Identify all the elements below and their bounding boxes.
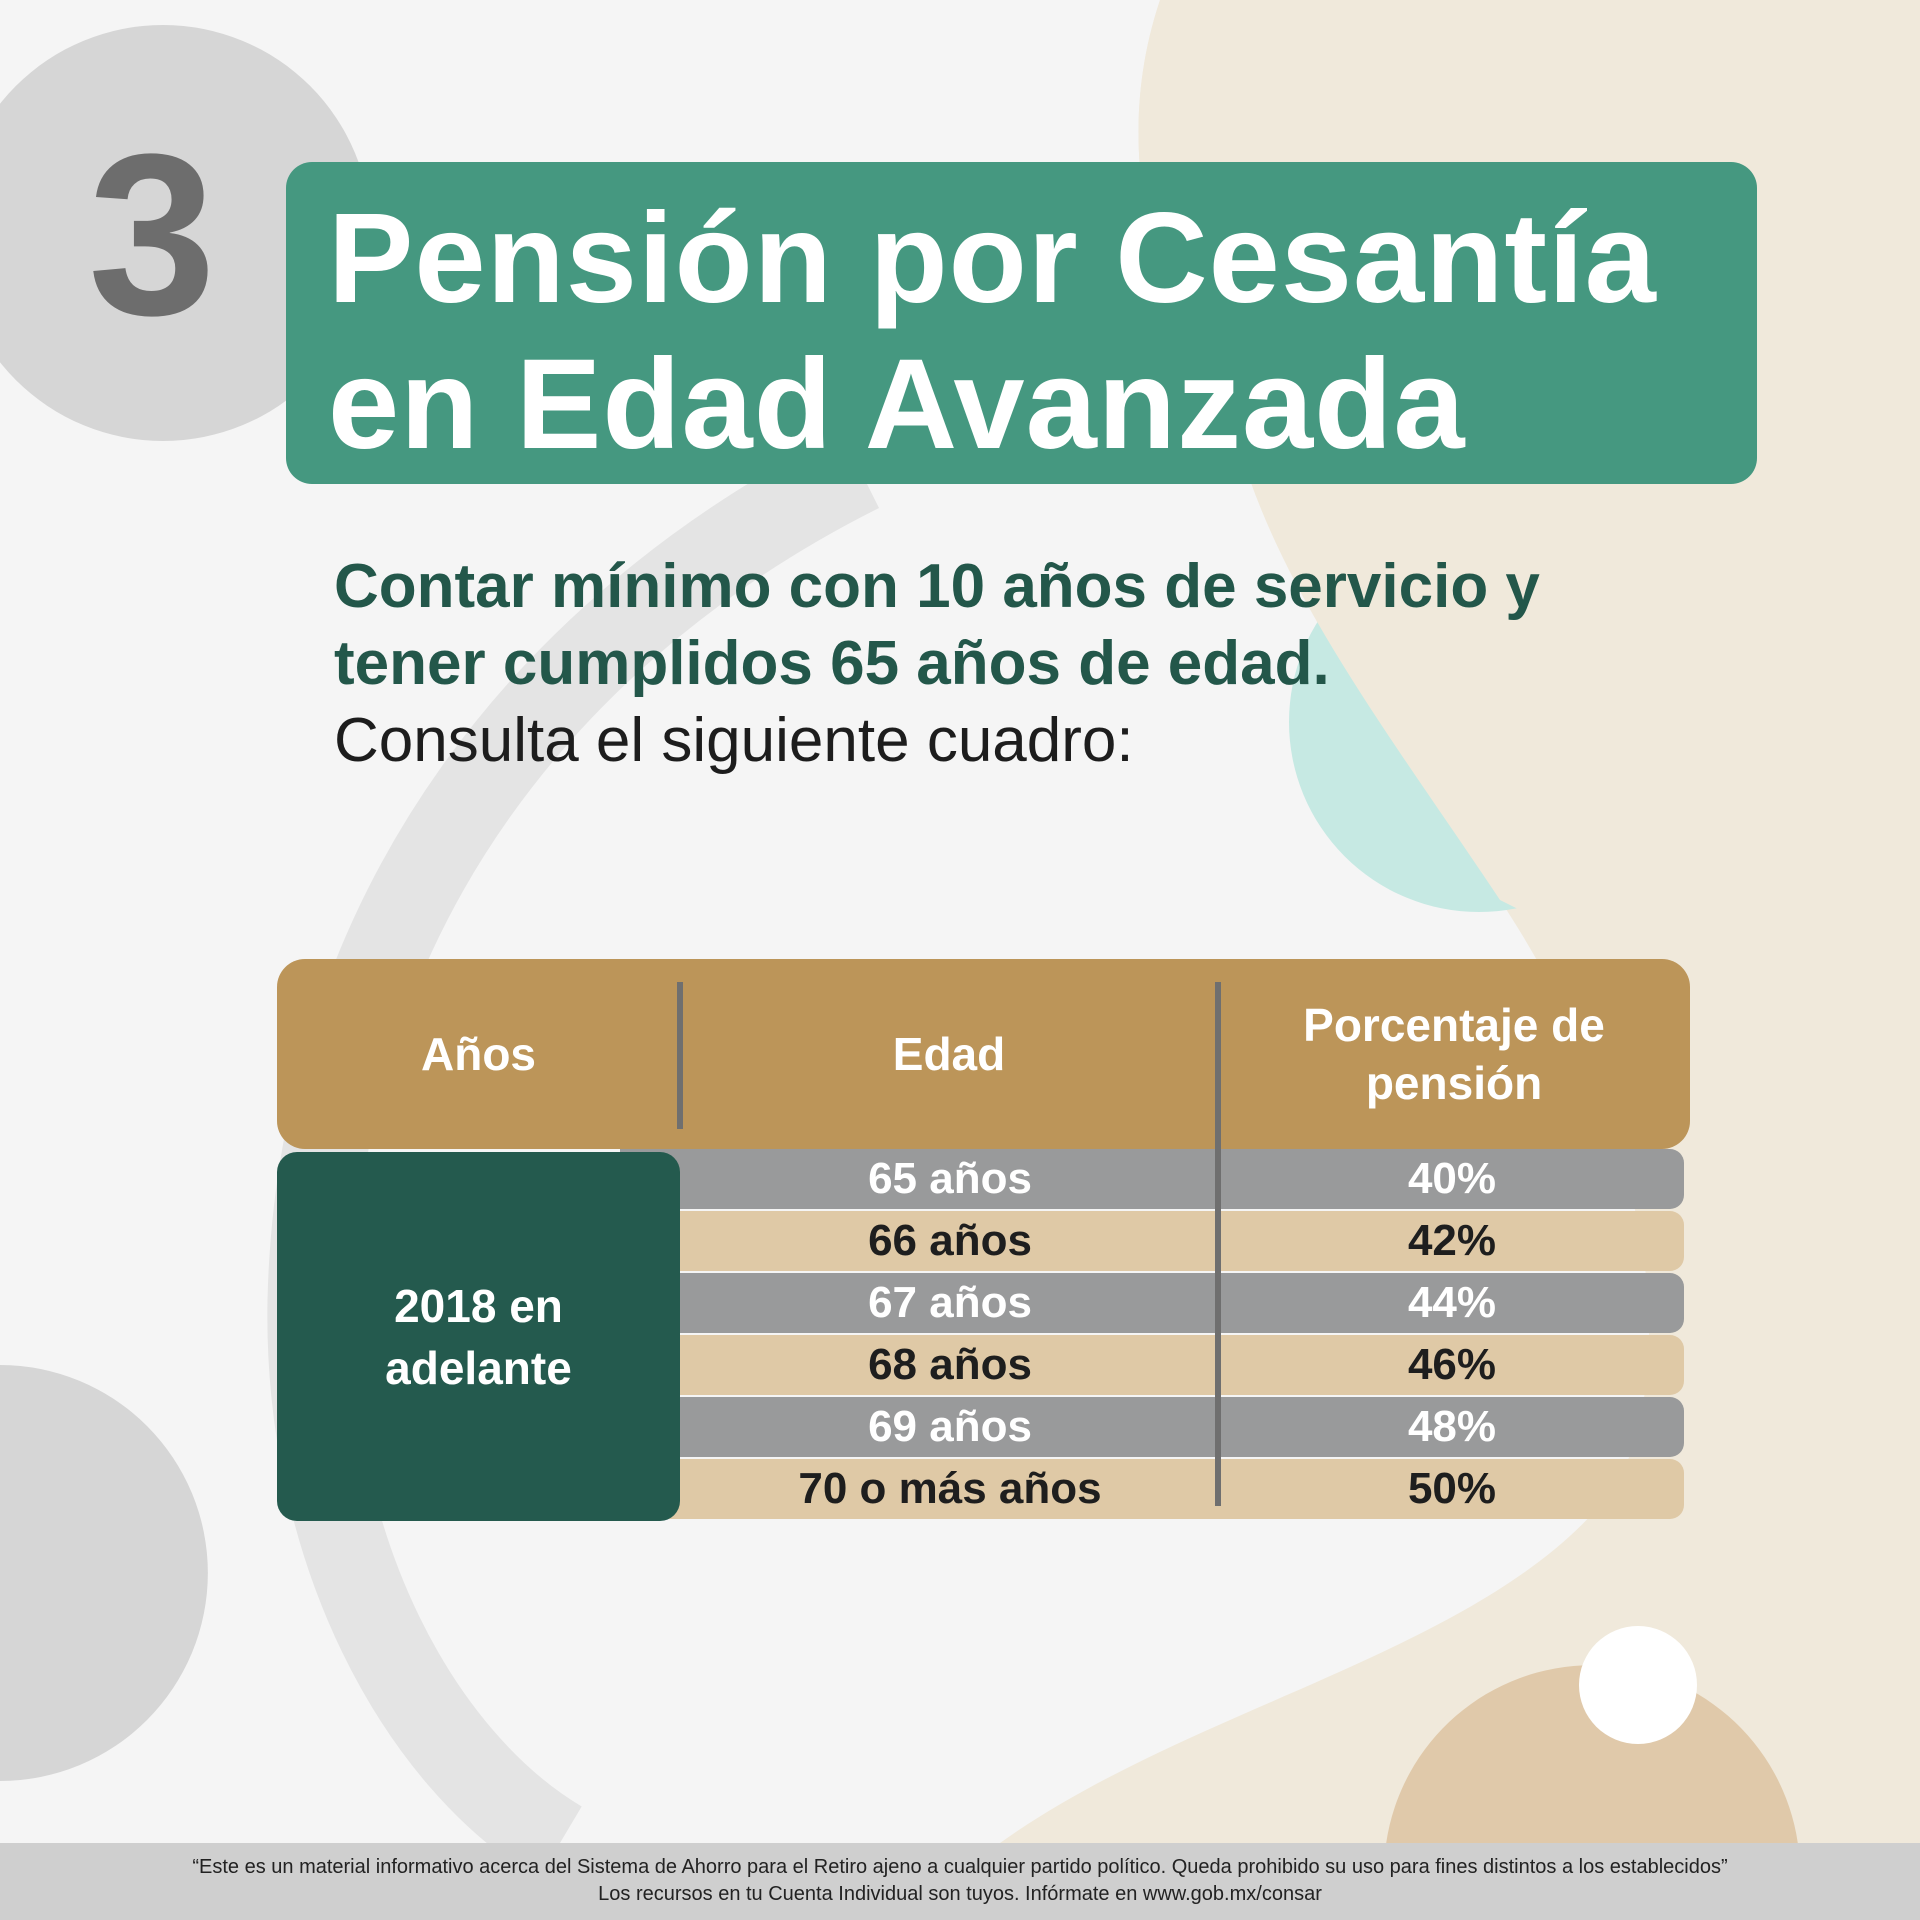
table-row: 65 años 40% [620, 1149, 1684, 1209]
header-anos: Años [421, 1028, 536, 1080]
disclaimer-text: “Este es un material informativo acerca … [192, 1856, 1728, 1878]
table-row: 70 o más años 50% [620, 1459, 1684, 1519]
porcentaje-cell: 46% [1407, 1340, 1497, 1389]
edad-cell: 68 años [868, 1340, 1032, 1389]
table-row: 68 años 46% [620, 1335, 1684, 1395]
table-header: Años Edad Porcentaje de pensión [277, 959, 1690, 1149]
edad-cell: 67 años [868, 1278, 1032, 1327]
porcentaje-cell: 44% [1407, 1278, 1497, 1327]
requirement-line-2: tener cumplidos 65 años de edad. [334, 629, 1330, 698]
consar-info-text: Los recursos en tu Cuenta Individual son… [598, 1883, 1322, 1905]
table-row: 66 años 42% [620, 1211, 1684, 1271]
title-line-1: Pensión por Cesantía [328, 187, 1657, 330]
edad-cell: 66 años [868, 1216, 1032, 1265]
table-row: 67 años 44% [620, 1273, 1684, 1333]
title-line-2: en Edad Avanzada [328, 333, 1466, 476]
edad-cell: 70 o más años [798, 1464, 1102, 1513]
footer: “Este es un material informativo acerca … [0, 1843, 1920, 1920]
porcentaje-cell: 48% [1407, 1402, 1497, 1451]
header-porcentaje: Porcentaje de pensión [1303, 999, 1605, 1109]
years-label: 2018 en adelante [385, 1279, 572, 1394]
requirement-line-1: Contar mínimo con 10 años de servicio y [334, 552, 1540, 621]
section-number: 3 [88, 106, 216, 363]
table-row: 69 años 48% [620, 1397, 1684, 1457]
porcentaje-cell: 40% [1407, 1154, 1497, 1203]
porcentaje-cell: 42% [1407, 1216, 1497, 1265]
requirements-text: Contar mínimo con 10 años de servicio y … [334, 548, 1540, 779]
years-cell: 2018 en adelante [277, 1152, 680, 1521]
title-banner: Pensión por Cesantía en Edad Avanzada [286, 162, 1757, 484]
column-divider [677, 982, 683, 1129]
column-divider [1215, 982, 1221, 1506]
header-edad: Edad [892, 1028, 1006, 1080]
edad-cell: 65 años [868, 1154, 1032, 1203]
page-title: Pensión por Cesantía en Edad Avanzada [328, 186, 1657, 478]
table-intro: Consulta el siguiente cuadro: [334, 706, 1134, 775]
porcentaje-cell: 50% [1407, 1464, 1497, 1513]
edad-cell: 69 años [868, 1402, 1032, 1451]
table-body: 65 años 40% 66 años 42% 67 años 44% 68 años 46%… [620, 1149, 1684, 1521]
